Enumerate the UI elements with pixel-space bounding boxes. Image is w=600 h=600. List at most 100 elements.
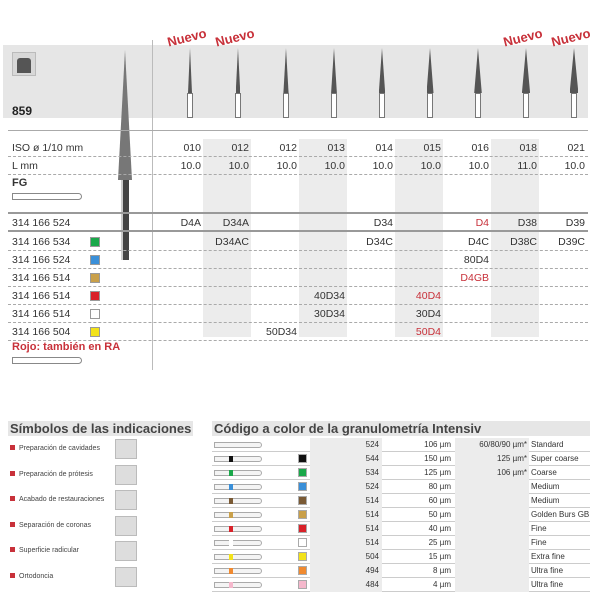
bur-image: [426, 48, 434, 118]
reference-number: 314 166 514: [12, 290, 71, 302]
grit-name: Coarse: [531, 468, 557, 477]
grit-color-swatch: [90, 273, 100, 283]
grit-size: 150 µm: [424, 454, 451, 463]
grit-code: 534: [365, 468, 379, 477]
indication-label: Ortodoncia: [19, 572, 54, 580]
bullet-icon: [10, 521, 15, 527]
bullet-icon: [10, 470, 15, 476]
table-cell: 11.0: [517, 160, 537, 172]
length-row: L mm 10.0 10.0 10.0 10.0 10.0 10.0 10.0 11.0 10.…: [8, 157, 588, 175]
table-row: 314 166 524 D4A D34A D34 D4 D38 D39: [8, 214, 588, 232]
grit-code: 484: [365, 580, 379, 589]
reference-number: 314 166 514: [12, 272, 71, 284]
bur-image: [521, 48, 531, 118]
shank-icon: [214, 456, 262, 462]
bullet-icon: [10, 547, 15, 552]
table-cell: 50D4: [415, 326, 441, 338]
table-cell: D39: [565, 217, 585, 229]
reference-number: 314 166 504: [12, 326, 71, 338]
shank-icon: [214, 582, 262, 588]
table-cell: 30D4: [415, 308, 441, 320]
grit-color-swatch: [90, 309, 100, 319]
bullet-icon: [10, 445, 15, 450]
cavity-preparation-icon: [12, 52, 36, 76]
grit-row: 514 60 µm Medium: [212, 494, 590, 508]
table-cell: D34: [373, 217, 393, 229]
bur-image: [234, 48, 242, 118]
grit-row: 524 80 µm Medium: [212, 480, 590, 494]
grit-name: Extra fine: [531, 552, 565, 561]
indication-symbol-icon: [115, 515, 137, 536]
table-cell: D4C: [467, 236, 489, 248]
table-cell: 30D34: [314, 308, 345, 320]
shank-icon: [214, 498, 262, 504]
grit-size: 15 µm: [428, 552, 451, 561]
grit-code: 514: [365, 496, 379, 505]
grit-name: Fine: [531, 538, 547, 547]
grit-color-swatch: [298, 468, 307, 477]
grit-size: 106 µm: [424, 440, 451, 449]
table-cell: 10.0: [468, 160, 489, 172]
grit-row: 534 125 µm 106 µm* Coarse: [212, 466, 590, 480]
table-cell: 010: [183, 142, 201, 154]
grit-color-swatch: [298, 510, 307, 519]
table-cell: 012: [279, 142, 297, 154]
grit-code: 514: [365, 538, 379, 547]
divider: [8, 212, 588, 214]
grit-color-swatch: [298, 566, 307, 575]
indication-item: Preparación de prótesis: [10, 470, 93, 478]
table-row: 314 166 524 80D4: [8, 251, 588, 269]
indication-item: Acabado de restauraciones: [10, 496, 104, 503]
bur-image: [474, 48, 482, 118]
grit-color-swatch: [298, 538, 307, 547]
grit-row: 494 8 µm Ultra fine: [212, 564, 590, 578]
grit-code: 494: [365, 566, 379, 575]
grit-color-swatch: [90, 291, 100, 301]
grit-row: 514 50 µm Golden Burs GB: [212, 508, 590, 522]
shank-icon: [214, 512, 262, 518]
grit-size: 40 µm: [428, 524, 451, 533]
table-cell: D34A: [222, 217, 249, 229]
table-cell: 10.0: [372, 160, 393, 172]
grit-extra: 125 µm*: [497, 454, 527, 463]
bur-image: [186, 48, 194, 118]
grit-name: Standard: [531, 440, 564, 449]
grit-name: Ultra fine: [531, 566, 564, 575]
product-image-panel: [3, 45, 588, 118]
table-cell: D4: [475, 217, 489, 229]
grit-color-swatch: [298, 552, 307, 561]
grit-code: 524: [365, 482, 379, 491]
table-cell: 018: [519, 142, 537, 154]
ra-shank-icon: [12, 357, 82, 364]
reference-number: 314 166 534: [12, 236, 71, 248]
grit-code: 524: [365, 440, 379, 449]
table-cell: D34AC: [215, 236, 249, 248]
grit-color-swatch: [298, 482, 307, 491]
indication-item: Preparación de cavidades: [10, 445, 100, 452]
table-cell: D4A: [180, 217, 201, 229]
grit-size: 50 µm: [428, 510, 451, 519]
table-cell: 012: [231, 142, 249, 154]
table-cell: 10.0: [276, 160, 297, 172]
indication-label: Preparación de cavidades: [19, 445, 100, 452]
indication-item: Superficie radicular: [10, 547, 79, 554]
shank-icon: [214, 470, 262, 476]
table-cell: 40D4: [415, 290, 441, 302]
shank-icon: [214, 442, 262, 448]
grit-size: 4 µm: [433, 580, 451, 589]
indication-label: Preparación de prótesis: [19, 470, 93, 478]
grit-color-swatch: [298, 454, 307, 463]
grit-row: 544 150 µm 125 µm* Super coarse: [212, 452, 590, 466]
table-cell: 40D34: [314, 290, 345, 302]
grit-code: 514: [365, 510, 379, 519]
grit-name: Super coarse: [531, 454, 579, 463]
indications-title: Símbolos de las indicaciones: [8, 421, 193, 436]
table-row: 314 166 514 30D34 30D4: [8, 305, 588, 323]
indication-symbol-icon: [115, 464, 137, 485]
indication-item: Separación de coronas: [10, 521, 91, 529]
bur-image: [330, 48, 338, 118]
grit-row: 514 25 µm Fine: [212, 536, 590, 550]
grit-color-swatch: [90, 327, 100, 337]
table-row: 314 166 514 D4GB: [8, 269, 588, 287]
grit-color-swatch: [90, 237, 100, 247]
